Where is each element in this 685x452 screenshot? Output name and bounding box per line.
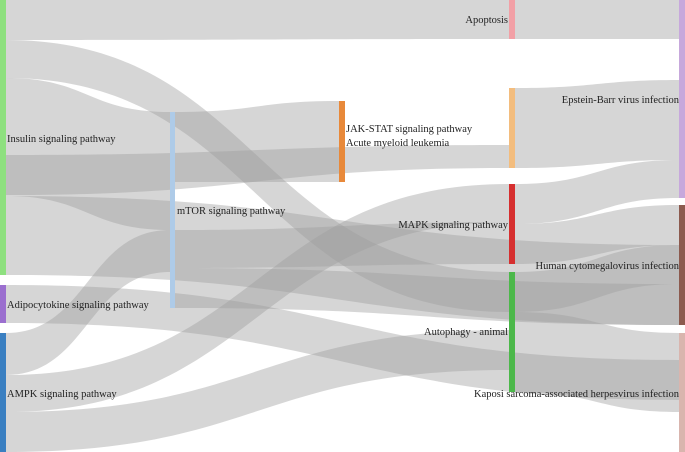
node-label-adipocytokine: Adipocytokine signaling pathway (7, 300, 149, 311)
link-insulin-to-autophagy (6, 40, 509, 312)
node-label-autophagy: Autophagy - animal (424, 327, 508, 338)
link-mtor-to-mapk (175, 222, 509, 268)
link-autophagy-to-kshv (515, 312, 679, 412)
link-apoptosis-to-ebv (515, 0, 679, 39)
node-label-ampk: AMPK signaling pathway (7, 389, 117, 400)
node-apoptosis (509, 0, 515, 39)
node-autophagy (509, 272, 515, 392)
link-insulin-to-apoptosis (6, 0, 509, 40)
link-jakstat2-to-ebv (515, 80, 679, 168)
link-ampk-to-mtor (6, 230, 170, 375)
node-kshv (679, 333, 685, 452)
node-ebv (679, 0, 685, 198)
node-jakstat2 (509, 88, 515, 168)
link-insulin-to-mtor (6, 78, 170, 230)
sankey-labels: Insulin signaling pathway Adipocytokine s… (7, 15, 680, 400)
link-mtor-to-hcmv (175, 268, 679, 325)
link-mapk-to-hcmv (515, 205, 679, 264)
link-ampk-to-autophagy (6, 330, 509, 452)
link-ampk-to-mapk (6, 184, 509, 412)
node-ampk (0, 333, 6, 452)
node-label-apoptosis: Apoptosis (465, 15, 508, 26)
node-mtor (170, 112, 175, 308)
link-insulin-to-jakstat2 (6, 145, 509, 195)
link-mtor-to-jakstat_aml (175, 101, 339, 182)
node-label-mtor: mTOR signaling pathway (177, 206, 286, 217)
node-label-mapk: MAPK signaling pathway (398, 220, 508, 231)
node-mapk (509, 184, 515, 264)
link-autophagy-to-hcmv (515, 245, 679, 312)
node-jakstat_aml (339, 101, 345, 182)
link-mapk-to-ebv (515, 160, 679, 224)
sankey-links (6, 0, 679, 452)
node-adipocytokine (0, 285, 6, 323)
node-label-insulin: Insulin signaling pathway (7, 134, 116, 145)
node-label2-jakstat_aml: Acute myeloid leukemia (346, 138, 450, 149)
node-insulin (0, 0, 6, 275)
node-label-ebv: Epstein-Barr virus infection (562, 95, 680, 106)
node-label-kshv: Kaposi sarcoma-associated herpesvirus in… (474, 389, 680, 400)
node-label-jakstat_aml: JAK-STAT signaling pathway (346, 124, 473, 135)
node-hcmv (679, 205, 685, 325)
node-label-hcmv: Human cytomegalovirus infection (536, 261, 680, 272)
